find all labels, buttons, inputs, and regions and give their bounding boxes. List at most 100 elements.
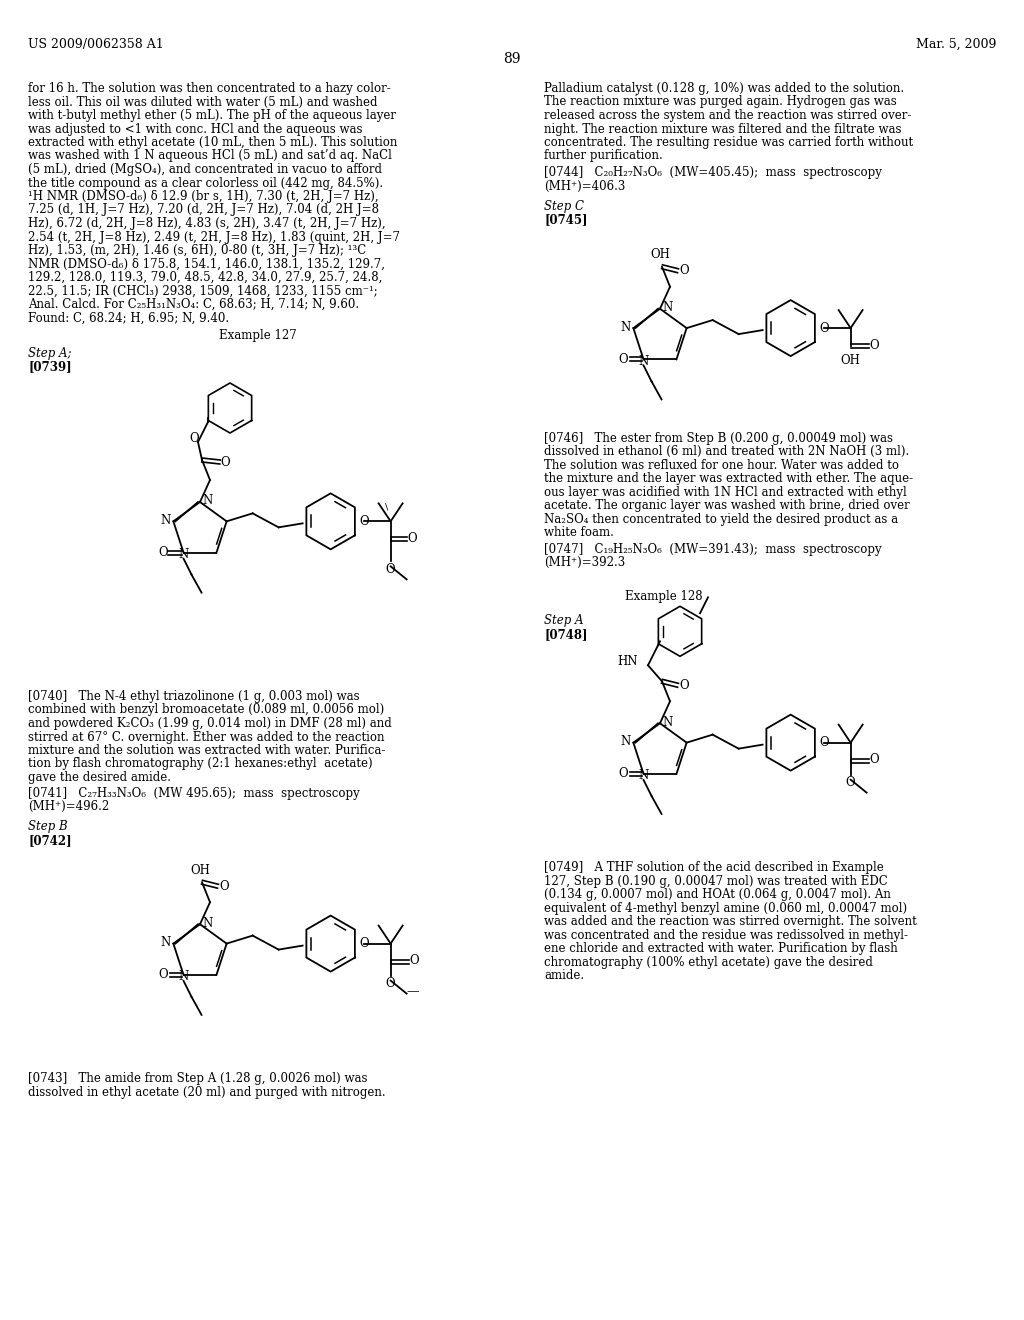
Text: \: \: [385, 503, 392, 512]
Text: OH: OH: [190, 863, 210, 876]
Text: O: O: [869, 754, 880, 766]
Text: ene chloride and extracted with water. Purification by flash: ene chloride and extracted with water. P…: [544, 942, 898, 956]
Text: and powdered K₂CO₃ (1.99 g, 0.014 mol) in DMF (28 ml) and: and powdered K₂CO₃ (1.99 g, 0.014 mol) i…: [28, 717, 392, 730]
Text: Step A: Step A: [544, 614, 584, 627]
Text: (0.134 g, 0.0007 mol) and HOAt (0.064 g, 0.0047 mol). An: (0.134 g, 0.0007 mol) and HOAt (0.064 g,…: [544, 888, 891, 902]
Text: N: N: [621, 321, 631, 334]
Text: equivalent of 4-methyl benzyl amine (0.060 ml, 0.00047 mol): equivalent of 4-methyl benzyl amine (0.0…: [544, 902, 907, 915]
Text: ¹H NMR (DMSO-d₆) δ 12.9 (br s, 1H), 7.30 (t, 2H, J=7 Hz),: ¹H NMR (DMSO-d₆) δ 12.9 (br s, 1H), 7.30…: [28, 190, 379, 203]
Text: O: O: [679, 678, 689, 692]
Text: [0749]   A THF solution of the acid described in Example: [0749] A THF solution of the acid descri…: [544, 861, 884, 874]
Text: —: —: [407, 985, 419, 998]
Text: was washed with 1 N aqueous HCl (5 mL) and sat’d aq. NaCl: was washed with 1 N aqueous HCl (5 mL) a…: [28, 149, 392, 162]
Text: (5 mL), dried (MgSO₄), and concentrated in vacuo to afford: (5 mL), dried (MgSO₄), and concentrated …: [28, 162, 382, 176]
Text: 127, Step B (0.190 g, 0.00047 mol) was treated with EDC: 127, Step B (0.190 g, 0.00047 mol) was t…: [544, 875, 888, 888]
Text: Found: C, 68.24; H, 6.95; N, 9.40.: Found: C, 68.24; H, 6.95; N, 9.40.: [28, 312, 229, 325]
Text: O: O: [359, 937, 370, 950]
Text: [0747]   C₁₉H₂₅N₃O₆  (MW=391.43);  mass  spectroscopy: [0747] C₁₉H₂₅N₃O₆ (MW=391.43); mass spec…: [544, 543, 882, 556]
Text: Example 128: Example 128: [626, 590, 702, 603]
Text: 129.2, 128.0, 119.3, 79.0, 48.5, 42.8, 34.0, 27.9, 25.7, 24.8,: 129.2, 128.0, 119.3, 79.0, 48.5, 42.8, 3…: [28, 271, 382, 284]
Text: N: N: [178, 548, 188, 561]
Text: O: O: [386, 562, 395, 576]
Text: Step A;: Step A;: [28, 346, 72, 359]
Text: tion by flash chromatography (2:1 hexanes:ethyl  acetate): tion by flash chromatography (2:1 hexane…: [28, 758, 373, 771]
Text: O: O: [189, 432, 199, 445]
Text: dissolved in ethanol (6 ml) and treated with 2N NaOH (3 ml).: dissolved in ethanol (6 ml) and treated …: [544, 445, 909, 458]
Text: O: O: [359, 515, 370, 528]
Text: O: O: [408, 532, 418, 545]
Text: 22.5, 11.5; IR (CHCl₃) 2938, 1509, 1468, 1233, 1155 cm⁻¹;: 22.5, 11.5; IR (CHCl₃) 2938, 1509, 1468,…: [28, 285, 378, 297]
Text: Mar. 5, 2009: Mar. 5, 2009: [915, 38, 996, 51]
Text: Example 127: Example 127: [219, 329, 297, 342]
Text: (MH⁺)=392.3: (MH⁺)=392.3: [544, 556, 626, 569]
Text: Step C: Step C: [544, 199, 584, 213]
Text: O: O: [820, 737, 829, 750]
Text: N: N: [638, 355, 648, 368]
Text: white foam.: white foam.: [544, 527, 613, 540]
Text: with t-butyl methyl ether (5 mL). The pH of the aqueous layer: with t-butyl methyl ether (5 mL). The pH…: [28, 110, 396, 121]
Text: the title compound as a clear colorless oil (442 mg, 84.5%).: the title compound as a clear colorless …: [28, 177, 383, 190]
Text: [0744]   C₂₀H₂₇N₃O₆  (MW=405.45);  mass  spectroscopy: [0744] C₂₀H₂₇N₃O₆ (MW=405.45); mass spec…: [544, 166, 882, 180]
Text: The reaction mixture was purged again. Hydrogen gas was: The reaction mixture was purged again. H…: [544, 95, 897, 108]
Text: [0741]   C₂₇H₃₃N₃O₆  (MW 495.65);  mass  spectroscopy: [0741] C₂₇H₃₃N₃O₆ (MW 495.65); mass spec…: [28, 787, 359, 800]
Text: the mixture and the layer was extracted with ether. The aque-: the mixture and the layer was extracted …: [544, 473, 913, 486]
Text: N: N: [178, 970, 188, 983]
Text: combined with benzyl bromoacetate (0.089 ml, 0.0056 mol): combined with benzyl bromoacetate (0.089…: [28, 704, 384, 717]
Text: OH: OH: [841, 354, 860, 367]
Text: [0743]   The amide from Step A (1.28 g, 0.0026 mol) was: [0743] The amide from Step A (1.28 g, 0.…: [28, 1072, 368, 1085]
Text: further purification.: further purification.: [544, 149, 663, 162]
Text: 89: 89: [503, 51, 521, 66]
Text: ous layer was acidified with 1N HCl and extracted with ethyl: ous layer was acidified with 1N HCl and …: [544, 486, 906, 499]
Text: Hz), 1.53, (m, 2H), 1.46 (s, 6H), 0-80 (t, 3H, J=7 Hz); ¹³C: Hz), 1.53, (m, 2H), 1.46 (s, 6H), 0-80 (…: [28, 244, 367, 257]
Text: O: O: [820, 322, 829, 334]
Text: N: N: [663, 301, 673, 314]
Text: O: O: [386, 977, 395, 990]
Text: night. The reaction mixture was filtered and the filtrate was: night. The reaction mixture was filtered…: [544, 123, 901, 136]
Text: acetate. The organic layer was washed with brine, dried over: acetate. The organic layer was washed wi…: [544, 499, 909, 512]
Text: OH: OH: [650, 248, 670, 261]
Text: N: N: [621, 735, 631, 748]
Text: [0745]: [0745]: [544, 214, 588, 226]
Text: N: N: [160, 936, 170, 949]
Text: was concentrated and the residue was redissolved in methyl-: was concentrated and the residue was red…: [544, 929, 908, 941]
Text: NMR (DMSO-d₆) δ 175.8, 154.1, 146.0, 138.1, 135.2, 129.7,: NMR (DMSO-d₆) δ 175.8, 154.1, 146.0, 138…: [28, 257, 385, 271]
Text: The solution was refluxed for one hour. Water was added to: The solution was refluxed for one hour. …: [544, 459, 899, 471]
Text: gave the desired amide.: gave the desired amide.: [28, 771, 171, 784]
Text: O: O: [220, 455, 229, 469]
Text: 2.54 (t, 2H, J=8 Hz), 2.49 (t, 2H, J=8 Hz), 1.83 (quint, 2H, J=7: 2.54 (t, 2H, J=8 Hz), 2.49 (t, 2H, J=8 H…: [28, 231, 400, 243]
Text: (MH⁺)=406.3: (MH⁺)=406.3: [544, 180, 626, 193]
Text: N: N: [663, 715, 673, 729]
Text: [0742]: [0742]: [28, 834, 72, 846]
Text: Step B: Step B: [28, 820, 68, 833]
Text: was adjusted to <1 with conc. HCl and the aqueous was: was adjusted to <1 with conc. HCl and th…: [28, 123, 362, 136]
Text: N: N: [638, 770, 648, 783]
Text: O: O: [869, 339, 880, 351]
Text: US 2009/0062358 A1: US 2009/0062358 A1: [28, 38, 164, 51]
Text: 7.25 (d, 1H, J=7 Hz), 7.20 (d, 2H, J=7 Hz), 7.04 (d, 2H J=8: 7.25 (d, 1H, J=7 Hz), 7.20 (d, 2H, J=7 H…: [28, 203, 379, 216]
Text: for 16 h. The solution was then concentrated to a hazy color-: for 16 h. The solution was then concentr…: [28, 82, 391, 95]
Text: O: O: [618, 352, 629, 366]
Text: chromatography (100% ethyl acetate) gave the desired: chromatography (100% ethyl acetate) gave…: [544, 956, 872, 969]
Text: O: O: [159, 546, 168, 560]
Text: [0739]: [0739]: [28, 360, 72, 374]
Text: extracted with ethyl acetate (10 mL, then 5 mL). This solution: extracted with ethyl acetate (10 mL, the…: [28, 136, 397, 149]
Text: [0748]: [0748]: [544, 628, 588, 640]
Text: HN: HN: [617, 655, 638, 668]
Text: Hz), 6.72 (d, 2H, J=8 Hz), 4.83 (s, 2H), 3.47 (t, 2H, J=7 Hz),: Hz), 6.72 (d, 2H, J=8 Hz), 4.83 (s, 2H),…: [28, 216, 386, 230]
Text: N: N: [203, 495, 213, 507]
Text: [0746]   The ester from Step B (0.200 g, 0.00049 mol) was: [0746] The ester from Step B (0.200 g, 0…: [544, 432, 893, 445]
Text: stirred at 67° C. overnight. Ether was added to the reaction: stirred at 67° C. overnight. Ether was a…: [28, 730, 384, 743]
Text: less oil. This oil was diluted with water (5 mL) and washed: less oil. This oil was diluted with wate…: [28, 95, 378, 108]
Text: O: O: [159, 969, 168, 981]
Text: dissolved in ethyl acetate (20 ml) and purged with nitrogen.: dissolved in ethyl acetate (20 ml) and p…: [28, 1086, 386, 1098]
Text: mixture and the solution was extracted with water. Purifica-: mixture and the solution was extracted w…: [28, 744, 385, 756]
Text: O: O: [679, 264, 689, 277]
Text: concentrated. The resulting residue was carried forth without: concentrated. The resulting residue was …: [544, 136, 913, 149]
Text: N: N: [203, 917, 213, 929]
Text: O: O: [618, 767, 629, 780]
Text: Na₂SO₄ then concentrated to yield the desired product as a: Na₂SO₄ then concentrated to yield the de…: [544, 512, 898, 525]
Text: (MH⁺)=496.2: (MH⁺)=496.2: [28, 800, 110, 813]
Text: amide.: amide.: [544, 969, 584, 982]
Text: Anal. Calcd. For C₂₅H₃₁N₃O₄: C, 68.63; H, 7.14; N, 9.60.: Anal. Calcd. For C₂₅H₃₁N₃O₄: C, 68.63; H…: [28, 298, 359, 312]
Text: [0740]   The N-4 ethyl triazolinone (1 g, 0.003 mol) was: [0740] The N-4 ethyl triazolinone (1 g, …: [28, 690, 359, 704]
